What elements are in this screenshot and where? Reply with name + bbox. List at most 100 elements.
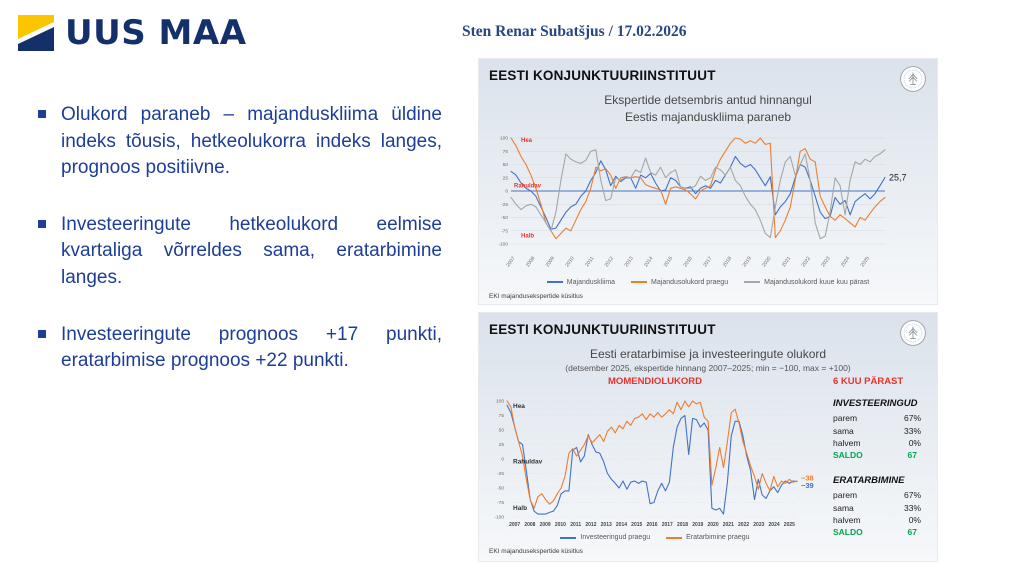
svg-text:-25: -25	[501, 202, 508, 208]
svg-text:2016: 2016	[683, 255, 694, 268]
svg-text:−39: −39	[801, 481, 814, 490]
stat-label: halvem	[833, 437, 861, 448]
chart-title: Eesti eratarbimise ja investeeringute ol…	[589, 347, 827, 361]
svg-text:2020: 2020	[761, 255, 772, 268]
svg-text:0: 0	[501, 457, 504, 463]
chart-title-line-1: Ekspertide detsembris antud hinnangul	[604, 93, 812, 107]
svg-text:2007: 2007	[509, 522, 520, 528]
legend-item: Eratarbimine praegu	[666, 534, 750, 542]
institute-name: EESTI KONJUNKTUURIINSTITUUT	[489, 68, 716, 83]
saldo-row: SALDO 67	[833, 450, 931, 460]
bullet-item: Investeeringute prognoos +17 punkti, era…	[38, 322, 442, 375]
bullet-marker-icon	[38, 110, 46, 118]
uus-maa-logo: UUS MAA	[18, 13, 247, 53]
logo-text: UUS MAA	[65, 13, 247, 53]
svg-text:Hea: Hea	[521, 138, 533, 144]
svg-text:2014: 2014	[643, 255, 654, 268]
svg-text:2008: 2008	[525, 255, 536, 268]
svg-text:2024: 2024	[769, 522, 780, 528]
svg-text:Hea: Hea	[513, 403, 525, 410]
svg-text:2007: 2007	[505, 255, 516, 268]
stats-title: INVESTEERINGUD	[833, 398, 918, 410]
legend-label: Eratarbimine praegu	[686, 534, 750, 542]
panel-header: EESTI KONJUNKTUURIINSTITUUT	[479, 59, 937, 92]
legend-color-swatch	[546, 281, 563, 284]
svg-text:-75: -75	[501, 228, 508, 234]
svg-text:2023: 2023	[820, 255, 831, 268]
svg-text:2021: 2021	[781, 255, 792, 268]
svg-text:75: 75	[499, 414, 505, 420]
saldo-value: 67	[907, 527, 917, 538]
legend-item: Majandusolukord praegu	[631, 279, 728, 286]
economic-climate-panel: EESTI KONJUNKTUURIINSTITUUT Ekspertide d…	[478, 58, 938, 305]
svg-text:2009: 2009	[540, 522, 551, 528]
stat-row: halvem 0%	[833, 514, 931, 526]
source-note: EKI majandusekspertide küsitlus	[489, 292, 583, 300]
svg-text:2020: 2020	[707, 522, 718, 528]
legend-label: Majandusolukord praegu	[651, 278, 729, 286]
stats-rows: parem 67% sama 33% halvem 0%	[833, 489, 931, 526]
stat-label: parem	[833, 413, 858, 424]
chart-column: MOMENDIOLUKORD -100 -75 -50 -25 0 25 50 75 100 20…	[479, 376, 831, 541]
stat-value: 0%	[908, 437, 921, 448]
stat-label: sama	[833, 502, 854, 513]
stat-row: sama 33%	[833, 502, 931, 514]
stats-title: ERATARBIMINE	[833, 475, 905, 487]
forecast-column: 6 KUU PÄRAST INVESTEERINGUD parem 67% sa…	[831, 376, 937, 541]
svg-text:2018: 2018	[722, 255, 733, 268]
svg-text:2015: 2015	[631, 522, 642, 528]
svg-text:2019: 2019	[742, 255, 753, 268]
bullet-item: Investeeringute hetkeolukord eelmise kva…	[38, 212, 442, 292]
legend-color-swatch	[560, 536, 577, 539]
legend-label: Investeeringud praegu	[580, 534, 651, 542]
stat-value: 67%	[903, 413, 921, 424]
svg-text:−38: −38	[801, 474, 814, 483]
svg-text:-75: -75	[497, 501, 504, 507]
bullet-item: Olukord paraneb – majanduskliima üldine …	[38, 102, 442, 182]
svg-text:2013: 2013	[601, 522, 612, 528]
stat-row: parem 67%	[833, 489, 931, 501]
svg-text:50: 50	[499, 428, 505, 434]
stat-value: 67%	[903, 490, 921, 501]
stat-row: sama 33%	[833, 425, 931, 437]
legend-item: Majanduskliima	[546, 279, 615, 286]
svg-text:-50: -50	[501, 215, 508, 221]
svg-text:2022: 2022	[801, 255, 812, 268]
economic-climate-line-chart: -100 -75 -50 -25 0 25 50 75 100 2007 2008 2009 2010 2…	[498, 135, 906, 268]
saldo-row: SALDO 67	[833, 527, 931, 537]
svg-text:-100: -100	[498, 241, 508, 247]
presenter-and-date: Sten Renar Subatšjus / 17.02.2026	[462, 23, 687, 40]
source-note: EKI majandusekspertide küsitlus	[489, 548, 583, 556]
svg-text:Rahuldav: Rahuldav	[513, 459, 543, 466]
svg-text:2019: 2019	[692, 522, 703, 528]
svg-text:2014: 2014	[616, 522, 627, 528]
chart-legend: Investeeringud praegu Eratarbimine praeg…	[479, 534, 831, 541]
svg-text:0: 0	[505, 188, 508, 194]
stat-row: halvem 0%	[833, 437, 931, 449]
svg-text:2012: 2012	[604, 255, 615, 268]
chart-subtitle: (detsember 2025, ekspertide hinnang 2007…	[565, 363, 851, 374]
stat-label: halvem	[833, 514, 861, 525]
legend-label: Majandusolukord kuue kuu pärast	[764, 278, 870, 286]
svg-text:2016: 2016	[646, 522, 657, 528]
svg-text:2010: 2010	[564, 255, 575, 268]
svg-text:-100: -100	[494, 515, 504, 521]
svg-text:2009: 2009	[545, 255, 556, 268]
bullet-text: Olukord paraneb – majanduskliima üldine …	[61, 104, 442, 179]
svg-text:Halb: Halb	[521, 233, 534, 239]
legend-color-swatch	[744, 281, 761, 284]
bullet-text: Investeeringute prognoos +17 punkti, era…	[61, 323, 442, 372]
uus-maa-logo-icon	[18, 15, 54, 51]
svg-text:2010: 2010	[555, 522, 566, 528]
stat-row: parem 67%	[833, 412, 931, 424]
stat-value: 0%	[908, 514, 921, 525]
panel-header: EESTI KONJUNKTUURIINSTITUUT	[479, 313, 937, 346]
svg-text:2011: 2011	[570, 522, 581, 528]
svg-text:50: 50	[503, 162, 509, 168]
bullet-text: Investeeringute hetkeolukord eelmise kva…	[61, 213, 442, 288]
stat-label: parem	[833, 490, 858, 501]
svg-text:25: 25	[499, 443, 505, 449]
svg-text:2017: 2017	[662, 522, 673, 528]
institute-name: EESTI KONJUNKTUURIINSTITUUT	[489, 322, 716, 337]
